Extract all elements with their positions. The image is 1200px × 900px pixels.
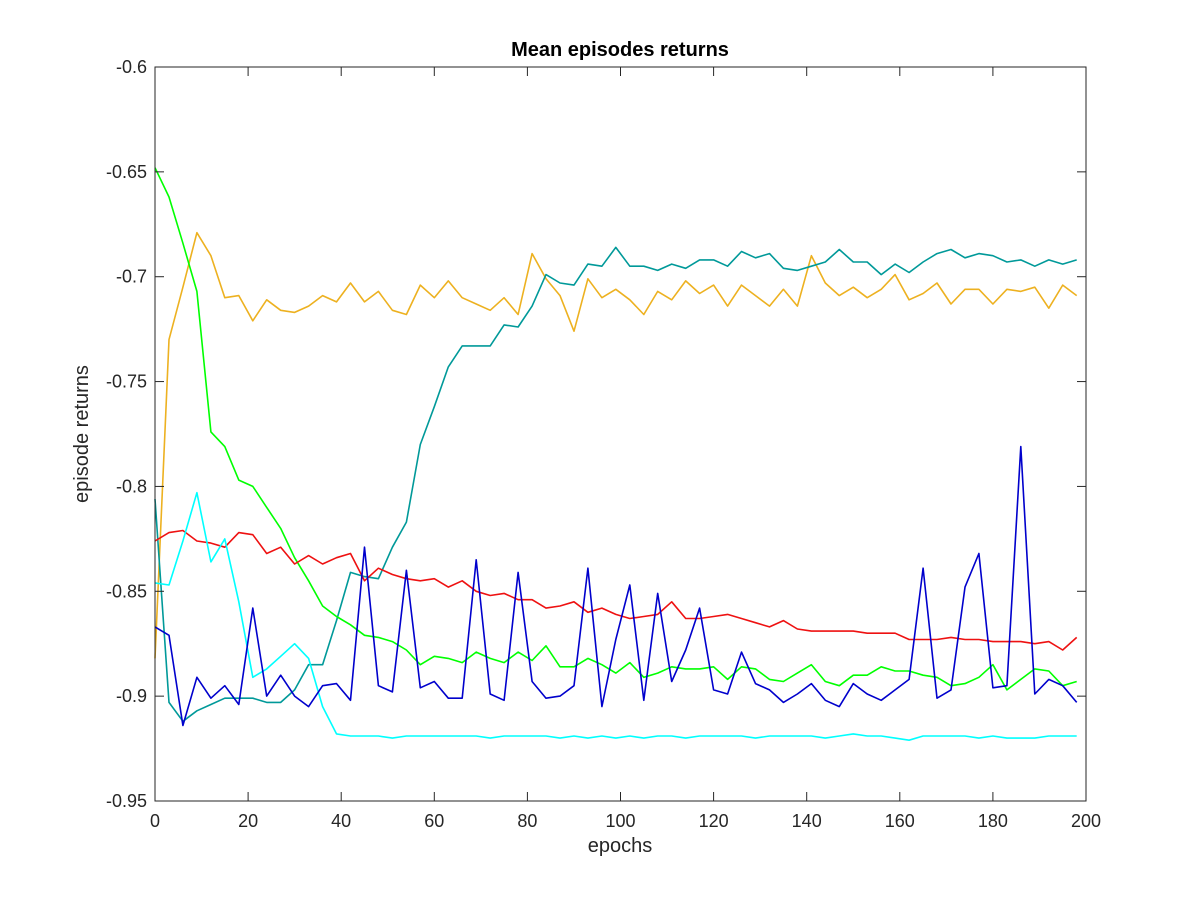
x-tick-label: 40 bbox=[331, 811, 351, 831]
plot-area bbox=[155, 67, 1086, 801]
series-line-2 bbox=[154, 246, 1077, 723]
y-axis-label: episode returns bbox=[71, 365, 93, 503]
series-line-5 bbox=[154, 491, 1077, 742]
series-line-3 bbox=[154, 167, 1077, 691]
y-tick-label: -0.85 bbox=[106, 581, 147, 601]
y-tick-label: -0.6 bbox=[116, 57, 147, 77]
x-tick-label: 180 bbox=[978, 811, 1008, 831]
x-ticks: 0 20 40 60 80 100 120 140 160 180 200 bbox=[150, 67, 1101, 831]
x-axis-label: epochs bbox=[588, 835, 653, 857]
y-tick-label: -0.75 bbox=[106, 372, 147, 392]
x-tick-label: 0 bbox=[150, 811, 160, 831]
x-tick-label: 20 bbox=[238, 811, 258, 831]
y-tick-label: -0.65 bbox=[106, 162, 147, 182]
y-tick-label: -0.8 bbox=[116, 476, 147, 496]
series-layer bbox=[154, 167, 1078, 742]
y-tick-label: -0.7 bbox=[116, 267, 147, 287]
x-tick-label: 100 bbox=[605, 811, 635, 831]
x-tick-label: 120 bbox=[699, 811, 729, 831]
x-tick-label: 80 bbox=[517, 811, 537, 831]
series-line-6 bbox=[154, 445, 1078, 727]
x-tick-label: 160 bbox=[885, 811, 915, 831]
x-tick-label: 200 bbox=[1071, 811, 1101, 831]
y-ticks: -0.95 -0.9 -0.85 -0.8 -0.75 -0.7 -0.65 -0.6 bbox=[106, 57, 1086, 811]
series-line-1 bbox=[154, 231, 1078, 659]
chart-title: Mean episodes returns bbox=[511, 39, 729, 61]
y-tick-label: -0.95 bbox=[106, 791, 147, 811]
x-tick-label: 140 bbox=[792, 811, 822, 831]
x-tick-label: 60 bbox=[424, 811, 444, 831]
y-tick-label: -0.9 bbox=[116, 686, 147, 706]
series-line-4 bbox=[154, 529, 1078, 651]
